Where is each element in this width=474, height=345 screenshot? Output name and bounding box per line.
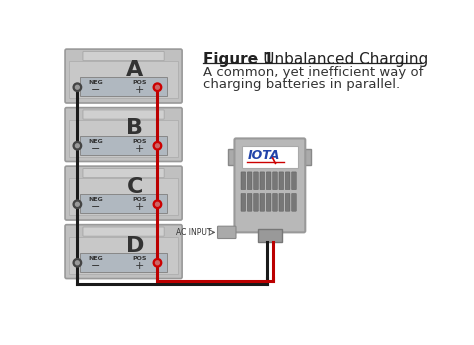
FancyBboxPatch shape <box>241 194 246 211</box>
Text: POS: POS <box>133 80 147 85</box>
Bar <box>228 149 236 165</box>
Text: −: − <box>91 85 100 95</box>
Text: +: + <box>135 144 145 154</box>
Text: POS: POS <box>133 197 147 203</box>
FancyBboxPatch shape <box>247 194 252 211</box>
FancyBboxPatch shape <box>285 194 290 211</box>
Circle shape <box>155 85 159 89</box>
Text: D: D <box>126 236 144 256</box>
Bar <box>304 149 311 165</box>
FancyBboxPatch shape <box>83 227 164 236</box>
FancyBboxPatch shape <box>241 172 246 190</box>
FancyBboxPatch shape <box>247 172 252 190</box>
Bar <box>81 136 167 155</box>
Circle shape <box>75 203 79 206</box>
Text: POS: POS <box>133 139 147 144</box>
Circle shape <box>153 141 162 150</box>
Text: A common, yet inefficient way of: A common, yet inefficient way of <box>203 66 423 79</box>
Circle shape <box>73 141 82 150</box>
FancyBboxPatch shape <box>260 172 264 190</box>
Circle shape <box>153 200 162 208</box>
FancyBboxPatch shape <box>65 49 182 103</box>
Text: +: + <box>135 202 145 212</box>
Circle shape <box>155 144 159 148</box>
Bar <box>69 178 178 215</box>
Bar <box>81 194 167 214</box>
FancyBboxPatch shape <box>218 226 236 238</box>
Text: NEG: NEG <box>89 139 103 144</box>
FancyBboxPatch shape <box>266 172 271 190</box>
Text: +: + <box>135 85 145 95</box>
Circle shape <box>75 261 79 265</box>
Bar <box>257 229 282 241</box>
Text: −: − <box>91 261 100 271</box>
FancyBboxPatch shape <box>266 194 271 211</box>
Bar <box>81 253 167 272</box>
Circle shape <box>73 258 82 267</box>
Text: −: − <box>91 202 100 212</box>
Text: POS: POS <box>133 256 147 261</box>
FancyBboxPatch shape <box>254 194 258 211</box>
Circle shape <box>153 83 162 91</box>
FancyBboxPatch shape <box>285 172 290 190</box>
FancyBboxPatch shape <box>273 194 277 211</box>
Text: −: − <box>91 144 100 154</box>
Bar <box>69 120 178 157</box>
Text: charging batteries in parallel.: charging batteries in parallel. <box>203 78 400 91</box>
Bar <box>81 77 167 96</box>
Circle shape <box>153 258 162 267</box>
FancyBboxPatch shape <box>65 166 182 220</box>
FancyBboxPatch shape <box>235 138 305 233</box>
FancyBboxPatch shape <box>83 168 164 178</box>
Circle shape <box>75 144 79 148</box>
FancyBboxPatch shape <box>279 194 283 211</box>
FancyBboxPatch shape <box>273 172 277 190</box>
FancyBboxPatch shape <box>292 194 296 211</box>
Text: +: + <box>135 261 145 271</box>
FancyBboxPatch shape <box>254 172 258 190</box>
Circle shape <box>75 85 79 89</box>
Circle shape <box>155 203 159 206</box>
FancyBboxPatch shape <box>260 194 264 211</box>
Text: A: A <box>127 60 144 80</box>
FancyBboxPatch shape <box>83 110 164 119</box>
FancyBboxPatch shape <box>83 51 164 61</box>
Bar <box>69 61 178 98</box>
Circle shape <box>155 261 159 265</box>
Text: NEG: NEG <box>89 197 103 203</box>
Text: AC INPUT: AC INPUT <box>176 228 211 237</box>
Text: B: B <box>127 118 144 138</box>
Bar <box>242 146 298 168</box>
FancyBboxPatch shape <box>279 172 283 190</box>
Text: Figure 1: Figure 1 <box>203 52 273 67</box>
FancyBboxPatch shape <box>292 172 296 190</box>
Text: NEG: NEG <box>89 256 103 261</box>
FancyBboxPatch shape <box>65 108 182 161</box>
Text: IOTA: IOTA <box>248 149 281 162</box>
Bar <box>69 237 178 274</box>
Circle shape <box>73 200 82 208</box>
Text: C: C <box>127 177 143 197</box>
Text: - Unbalanced Charging: - Unbalanced Charging <box>247 52 428 67</box>
Text: NEG: NEG <box>89 80 103 85</box>
FancyBboxPatch shape <box>65 225 182 278</box>
Circle shape <box>73 83 82 91</box>
